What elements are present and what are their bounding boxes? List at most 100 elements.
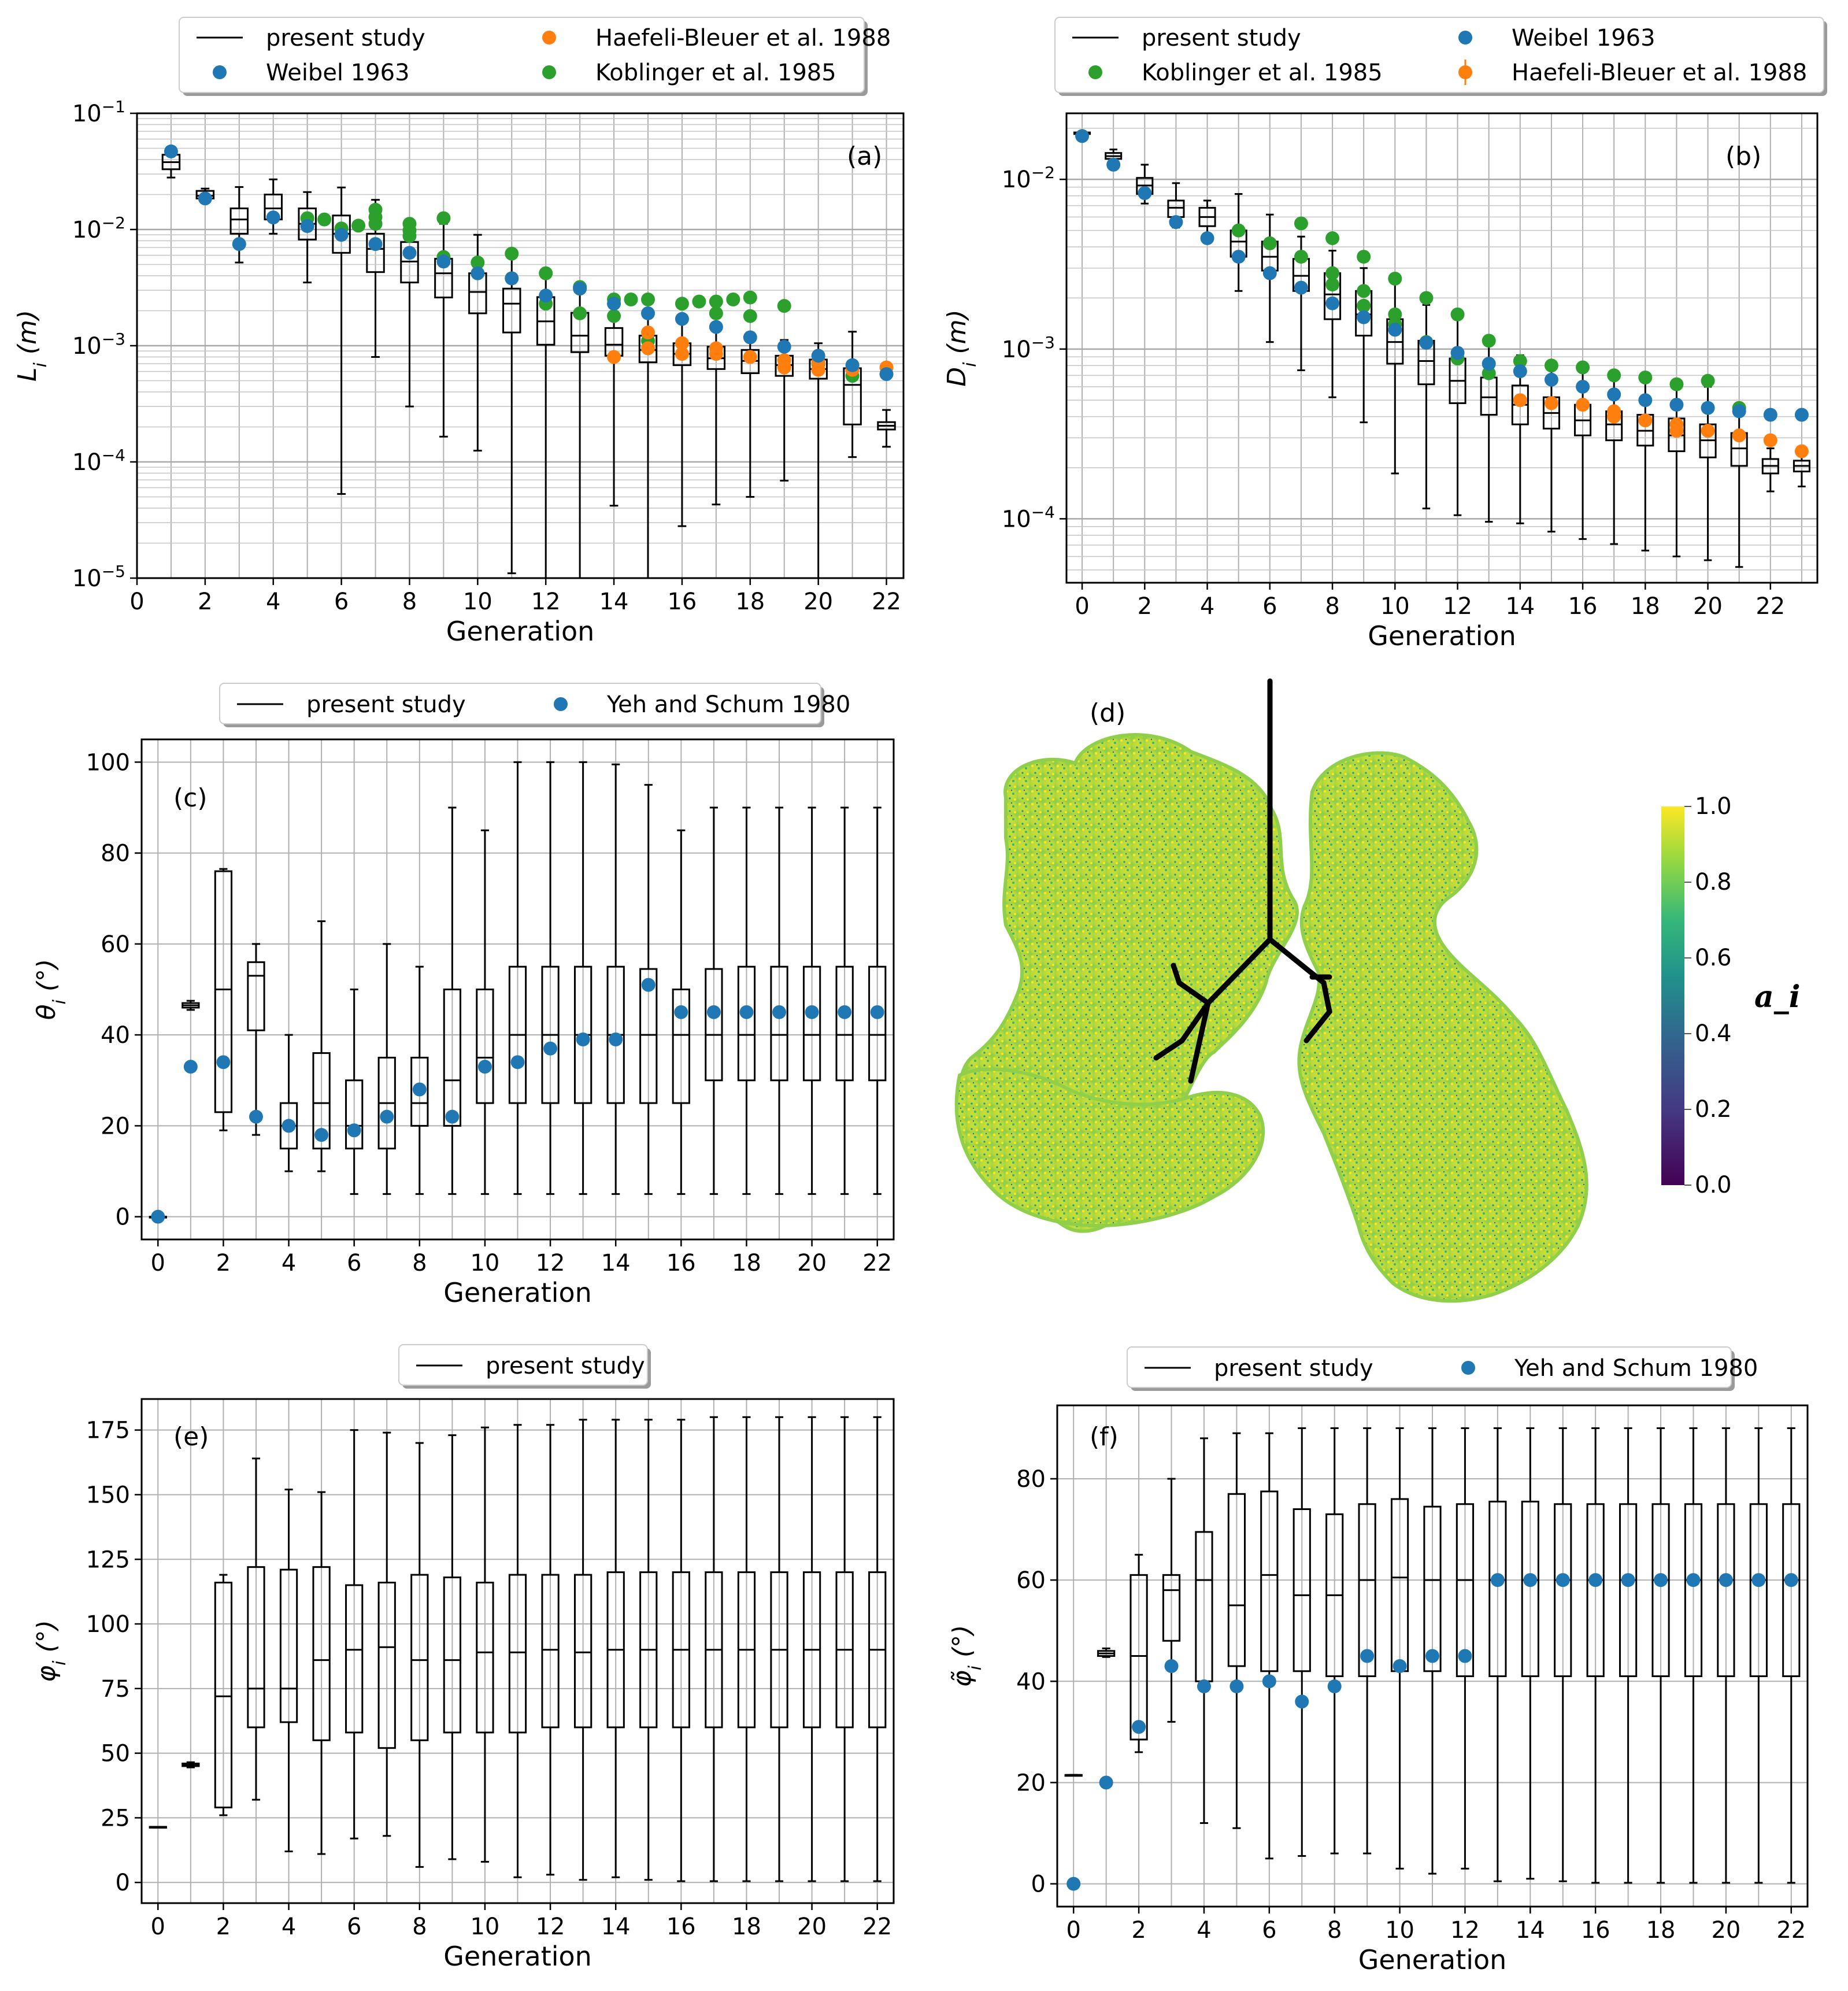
- data-point: [1576, 379, 1590, 394]
- data-point: [1482, 366, 1496, 380]
- legend-entry: Yeh and Schum 1980: [554, 691, 850, 718]
- data-point: [1719, 1573, 1733, 1587]
- tick-label: 20: [1711, 1917, 1740, 1944]
- y-axis-label: Di (m): [942, 309, 980, 386]
- box-generation-15: [1542, 362, 1560, 533]
- data-point: [743, 330, 757, 345]
- box-iqr: [443, 1576, 462, 1734]
- box-generation-9: [443, 806, 462, 1195]
- tick-label: 2: [216, 1250, 231, 1276]
- colorbar-tick-label: 0.8: [1695, 869, 1732, 895]
- data-point: [510, 1055, 525, 1069]
- chart-panel-c: 0 2 4 6 8 10 12 14 16 18 20 22 Generation 0 20 40 60 80 10…: [32, 683, 895, 1308]
- box-generation-16: [672, 829, 690, 1195]
- box-generation-22: [877, 409, 896, 448]
- box-generation-10: [476, 1426, 494, 1863]
- data-point: [845, 358, 860, 372]
- box-generation-4: [279, 1489, 298, 1853]
- tick-label: 4: [282, 1914, 296, 1940]
- box-iqr: [312, 1566, 331, 1741]
- data-point: [1701, 373, 1715, 388]
- box-iqr: [214, 870, 233, 1113]
- left-upper-bronchus: [1171, 963, 1211, 1006]
- tick-label: 18: [732, 1914, 761, 1940]
- tick-label: 10−3: [72, 330, 125, 360]
- data-point: [380, 1109, 394, 1124]
- box-generation-18: [737, 1416, 756, 1882]
- data-point: [870, 1005, 884, 1019]
- data-point: [1638, 393, 1653, 408]
- panel-label-d: (d): [1090, 698, 1125, 728]
- tick-label: 80: [101, 841, 130, 867]
- data-point: [436, 254, 451, 269]
- series-weibel-1963: [1075, 129, 1809, 422]
- box-iqr: [672, 989, 690, 1104]
- tick-label: 40: [1016, 1668, 1046, 1695]
- box-generation-3: [1162, 1478, 1181, 1723]
- legend-label: Yeh and Schum 1980: [1514, 1355, 1758, 1382]
- data-point: [838, 1005, 852, 1019]
- x-axis-label: Generation: [443, 1277, 592, 1308]
- tick-label: 40: [101, 1022, 130, 1049]
- y-axis: 0 20 40 60 80 φ̃i (°): [947, 1466, 1057, 1898]
- tick-label: 60: [1016, 1567, 1046, 1594]
- data-point: [368, 217, 383, 231]
- data-point: [777, 360, 791, 375]
- data-point: [266, 210, 280, 225]
- tick-label: 10−4: [72, 446, 125, 476]
- data-point: [675, 336, 689, 350]
- tick-label: 22: [862, 1914, 892, 1940]
- box-iqr: [476, 989, 494, 1104]
- box-iqr: [476, 1581, 494, 1734]
- data-point: [1701, 424, 1715, 438]
- data-point: [1262, 236, 1277, 250]
- box-iqr: [868, 965, 887, 1082]
- data-point: [1576, 398, 1590, 412]
- box-generation-17: [705, 1416, 723, 1882]
- plot-frame: [140, 738, 895, 1241]
- y-axis: 10−5 10−4 10−3 10−2 10−1 Li (m): [13, 97, 137, 592]
- reference-points: [1075, 129, 1809, 458]
- box-generation-1: [1097, 1647, 1116, 1658]
- reference-points: [164, 144, 894, 383]
- series-yeh-and-schum-1980: [1066, 1573, 1798, 1891]
- tick-label: 6: [334, 589, 349, 615]
- box-generation-6: [1260, 1432, 1279, 1860]
- data-point: [539, 266, 553, 280]
- data-point: [1450, 307, 1465, 321]
- box-iqr: [377, 1581, 396, 1749]
- data-point: [1732, 404, 1746, 419]
- tick-label: 18: [1631, 593, 1660, 620]
- tick-label: 0: [1066, 1917, 1080, 1944]
- tick-label: 16: [667, 589, 697, 615]
- data-point: [1325, 277, 1340, 292]
- data-point: [607, 297, 621, 311]
- data-point: [1325, 231, 1340, 246]
- data-point: [1544, 358, 1558, 373]
- data-point: [1132, 1720, 1146, 1734]
- tick-label: 4: [282, 1250, 296, 1276]
- box-generation-4: [279, 1034, 298, 1172]
- tick-label: 18: [1646, 1917, 1676, 1944]
- data-point: [232, 237, 246, 251]
- data-point: [743, 350, 757, 364]
- data-point: [1357, 284, 1371, 298]
- data-point: [1576, 360, 1590, 375]
- box-iqr: [1651, 1503, 1670, 1678]
- tick-label: 20: [1693, 593, 1723, 620]
- legend-entry: Koblinger et al. 1985: [1088, 60, 1383, 86]
- box-generation-12: [541, 1424, 560, 1876]
- box-iqr: [443, 989, 462, 1127]
- box-iqr: [541, 1574, 560, 1729]
- data-point: [1621, 1573, 1635, 1587]
- series-yeh-and-schum-1980: [151, 978, 884, 1224]
- box-iqr: [366, 232, 385, 273]
- data-point: [1513, 393, 1527, 408]
- box-generation-15: [1554, 1427, 1572, 1882]
- data-point: [1262, 1674, 1276, 1689]
- box-iqr: [312, 1052, 331, 1150]
- data-point: [1669, 377, 1684, 391]
- box-iqr: [1717, 1503, 1735, 1678]
- colorbar-tick-label: 0.0: [1695, 1172, 1732, 1198]
- data-point: [1388, 271, 1402, 286]
